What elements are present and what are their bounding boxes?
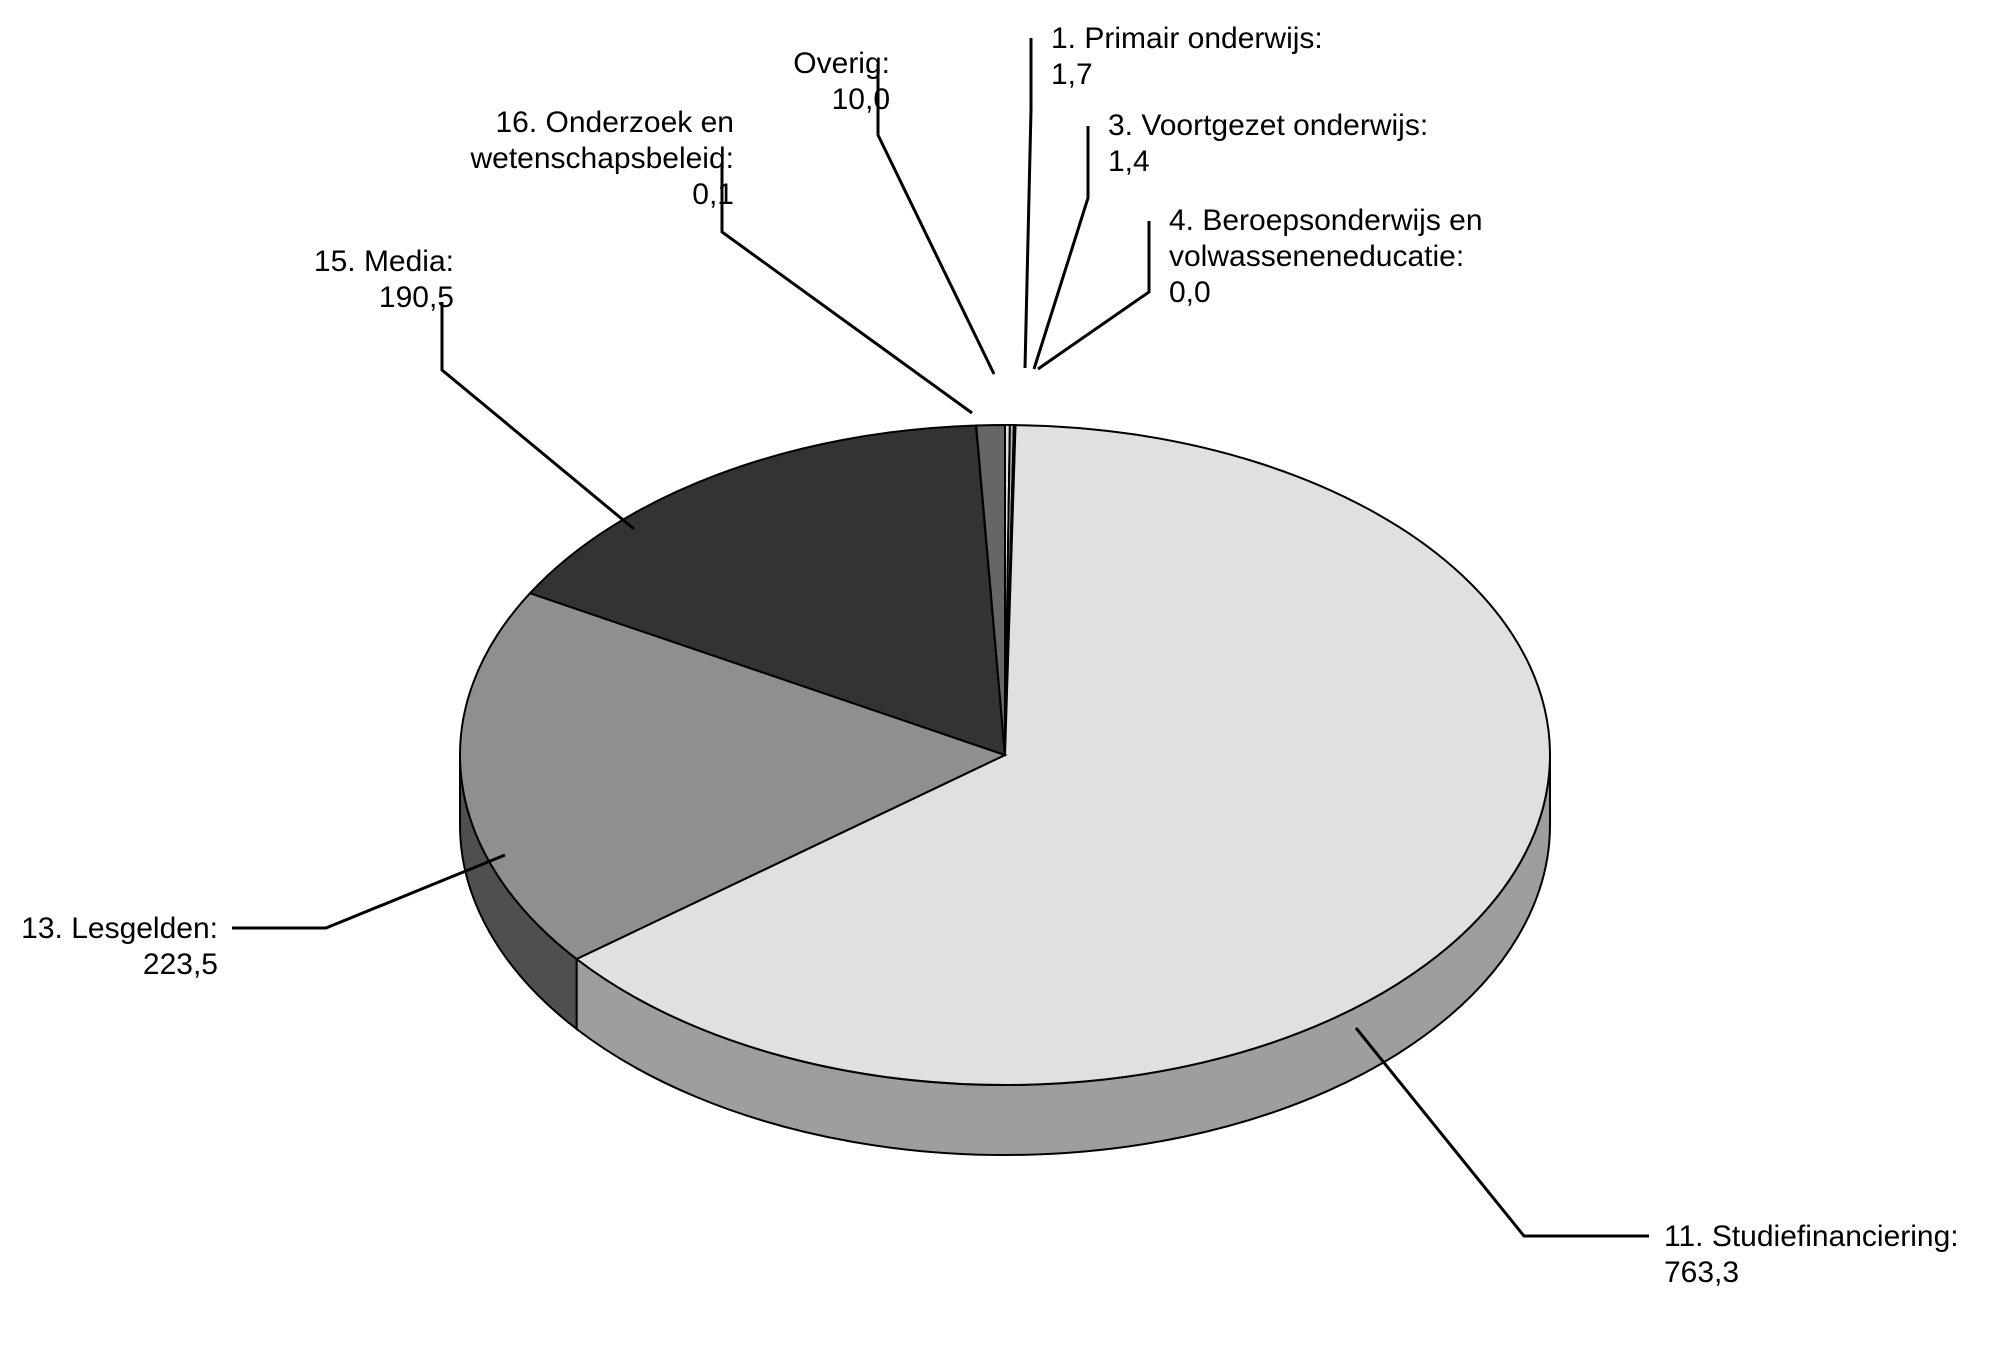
slice-label-line: 223,5 [143, 948, 218, 981]
slice-label-line: 13. Lesgelden: [21, 912, 218, 945]
leader-line [1034, 126, 1088, 369]
slice-label-line: 0,1 [692, 178, 734, 211]
pie-chart-3d: 1. Primair onderwijs:1,7 3. Voortgezet on… [0, 0, 2008, 1354]
slice-label-line: 0,0 [1169, 276, 1211, 309]
slice-label-line: volwasseneneducatie: [1169, 240, 1464, 273]
leader-line [1356, 1028, 1649, 1236]
slice-label: 11. Studiefinanciering:763,3 [1664, 1220, 1959, 1289]
slice-label-line: 11. Studiefinanciering: [1664, 1220, 1959, 1253]
slice-label-line: wetenschapsbeleid: [469, 142, 734, 175]
slice-label-line: 190,5 [379, 281, 454, 314]
slice-label-line: Overig: [793, 47, 890, 80]
leader-line [722, 163, 972, 413]
pie-top-face [460, 425, 1550, 1085]
slice-label-line: 16. Onderzoek en [496, 106, 735, 139]
slice-label-line: 3. Voortgezet onderwijs: [1108, 109, 1428, 142]
leader-line [1038, 221, 1149, 369]
slice-label-line: 763,3 [1664, 1256, 1739, 1289]
slice-label: Overig:10,0 [793, 47, 890, 116]
slice-label-line: 4. Beroepsonderwijs en [1169, 204, 1483, 237]
slice-label-line: 15. Media: [314, 245, 454, 278]
slice-label: 4. Beroepsonderwijs envolwasseneneducati… [1169, 204, 1483, 309]
slice-label: 16. Onderzoek enwetenschapsbeleid:0,1 [469, 106, 734, 211]
slice-label-line: 1. Primair onderwijs: [1051, 22, 1323, 55]
slice-label: 15. Media:190,5 [314, 245, 454, 314]
slice-label: 13. Lesgelden:223,5 [21, 912, 218, 981]
slice-label-line: 10,0 [832, 83, 890, 116]
leader-line [1025, 38, 1031, 368]
leader-line [878, 64, 994, 374]
slice-label: 1. Primair onderwijs:1,7 [1051, 22, 1323, 91]
slice-label-line: 1,4 [1108, 145, 1150, 178]
slice-label-line: 1,7 [1051, 58, 1093, 91]
leader-line [442, 302, 634, 529]
slice-label: 3. Voortgezet onderwijs:1,4 [1108, 109, 1428, 178]
